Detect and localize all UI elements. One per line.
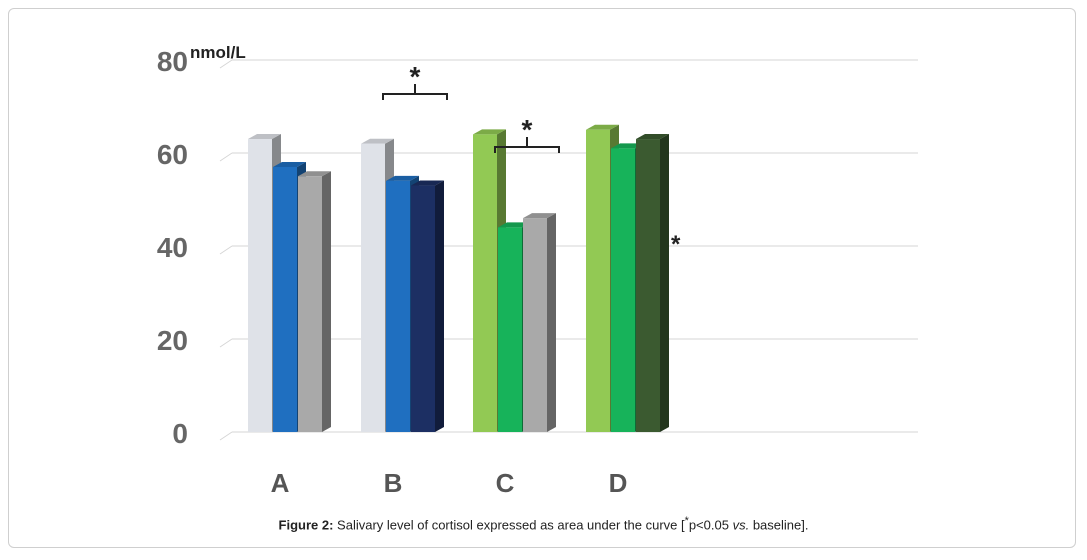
bar (523, 218, 547, 432)
y-axis-unit: nmol/L (190, 43, 246, 62)
gridline-depth (219, 338, 233, 348)
significance-bracket (494, 137, 560, 153)
bar (248, 139, 272, 433)
y-tick-label: 20 (157, 325, 188, 356)
bar-top (498, 222, 531, 228)
figure-caption: Figure 2: Salivary level of cortisol exp… (0, 515, 1087, 532)
caption-text-before: Salivary level of cortisol expressed as … (333, 517, 685, 533)
bar (386, 180, 410, 432)
bar-chart: 0 20 40 60 80 nmol/L A B C D * * * (157, 43, 918, 498)
significance-star: * (410, 61, 421, 92)
bar (611, 148, 635, 432)
caption-vs: vs. (732, 517, 750, 533)
bar-top (523, 213, 556, 219)
significance-star: * (671, 231, 681, 258)
bar (273, 166, 297, 432)
bar-top (386, 175, 419, 181)
bar (298, 176, 322, 432)
caption-star: * (684, 515, 689, 527)
bar (498, 227, 522, 432)
bar (361, 143, 385, 432)
bar-top (361, 138, 394, 144)
bar (586, 129, 610, 432)
bar-side (660, 134, 669, 433)
bar-side (435, 180, 444, 432)
bar-top (248, 134, 281, 140)
caption-label: Figure 2: (278, 517, 334, 533)
bar-top (611, 143, 644, 149)
bar-side (547, 213, 556, 432)
y-tick-label: 60 (157, 139, 188, 170)
x-tick-label: C (496, 468, 515, 498)
bar-top (473, 129, 506, 135)
gridline-depth (219, 245, 233, 255)
gridline-depth (219, 59, 233, 69)
bar (411, 185, 435, 432)
bar-top (298, 171, 331, 177)
bar (636, 139, 660, 433)
y-tick-label: 40 (157, 232, 188, 263)
x-tick-label: D (609, 468, 628, 498)
x-tick-label: B (384, 468, 403, 498)
bar-top (636, 134, 669, 140)
significance-star: * (522, 114, 533, 145)
caption-text-mid: p<0.05 (688, 517, 733, 533)
bar (473, 134, 497, 432)
bar-top (586, 124, 619, 130)
caption-text-after: baseline]. (749, 517, 809, 533)
y-tick-label: 80 (157, 46, 188, 77)
x-tick-label: A (271, 468, 290, 498)
bar-top (273, 161, 306, 167)
y-tick-label: 0 (172, 418, 188, 449)
bar-top (411, 180, 444, 186)
significance-bracket (382, 84, 448, 100)
gridline-depth (219, 431, 233, 441)
gridline-depth (219, 152, 233, 162)
bar-side (322, 171, 331, 432)
